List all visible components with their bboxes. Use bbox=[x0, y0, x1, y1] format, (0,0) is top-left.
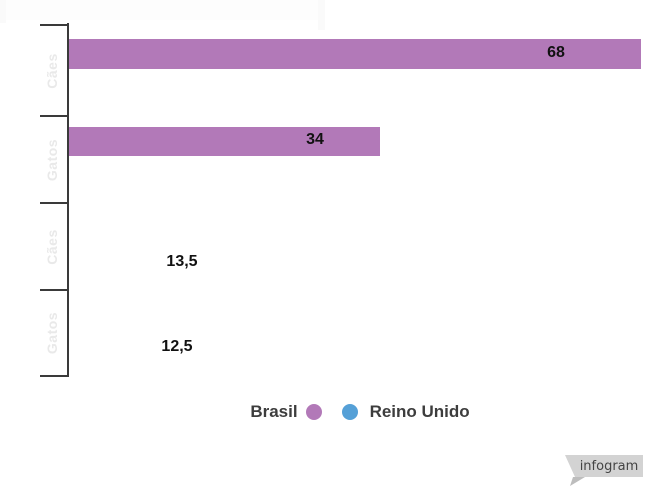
scrollbar-ghost bbox=[318, 0, 325, 30]
bar-brasil-gatos[interactable] bbox=[69, 127, 380, 156]
infogram-badge[interactable]: infogram bbox=[556, 448, 670, 494]
y-axis-line bbox=[67, 23, 69, 377]
y-axis-tick bbox=[40, 375, 67, 377]
legend-label-brasil[interactable]: Brasil bbox=[250, 402, 298, 421]
bar-brasil-caes[interactable] bbox=[69, 39, 641, 69]
category-label-caes: Cães bbox=[44, 52, 60, 89]
legend-marker-brasil-icon[interactable] bbox=[305, 404, 322, 420]
value-label-brasil-gatos: 34 bbox=[306, 131, 324, 148]
page-corner-shade bbox=[0, 0, 6, 23]
y-axis-tick bbox=[40, 202, 67, 204]
y-axis-tick bbox=[40, 24, 67, 26]
y-axis-tick bbox=[40, 115, 67, 117]
infogram-badge-label: infogram bbox=[580, 459, 639, 474]
legend: Brasil Reino Unido bbox=[50, 402, 670, 422]
legend-label-reino-unido[interactable]: Reino Unido bbox=[369, 402, 470, 421]
y-axis-tick bbox=[40, 289, 67, 291]
category-label-gatos: Gatos bbox=[44, 311, 60, 355]
value-label-reino-unido-gatos: 12,5 bbox=[161, 338, 193, 355]
infogram-badge-body-icon bbox=[565, 455, 643, 477]
category-label-gatos: Gatos bbox=[44, 138, 60, 181]
value-label-brasil-caes: 68 bbox=[547, 44, 565, 61]
category-label-caes: Cães bbox=[44, 228, 60, 265]
legend-marker-reino-unido-icon[interactable] bbox=[341, 404, 358, 420]
infogram-badge-tail-icon bbox=[570, 477, 585, 486]
value-label-reino-unido-caes: 13,5 bbox=[166, 253, 198, 270]
page-edge-shade bbox=[0, 0, 325, 20]
